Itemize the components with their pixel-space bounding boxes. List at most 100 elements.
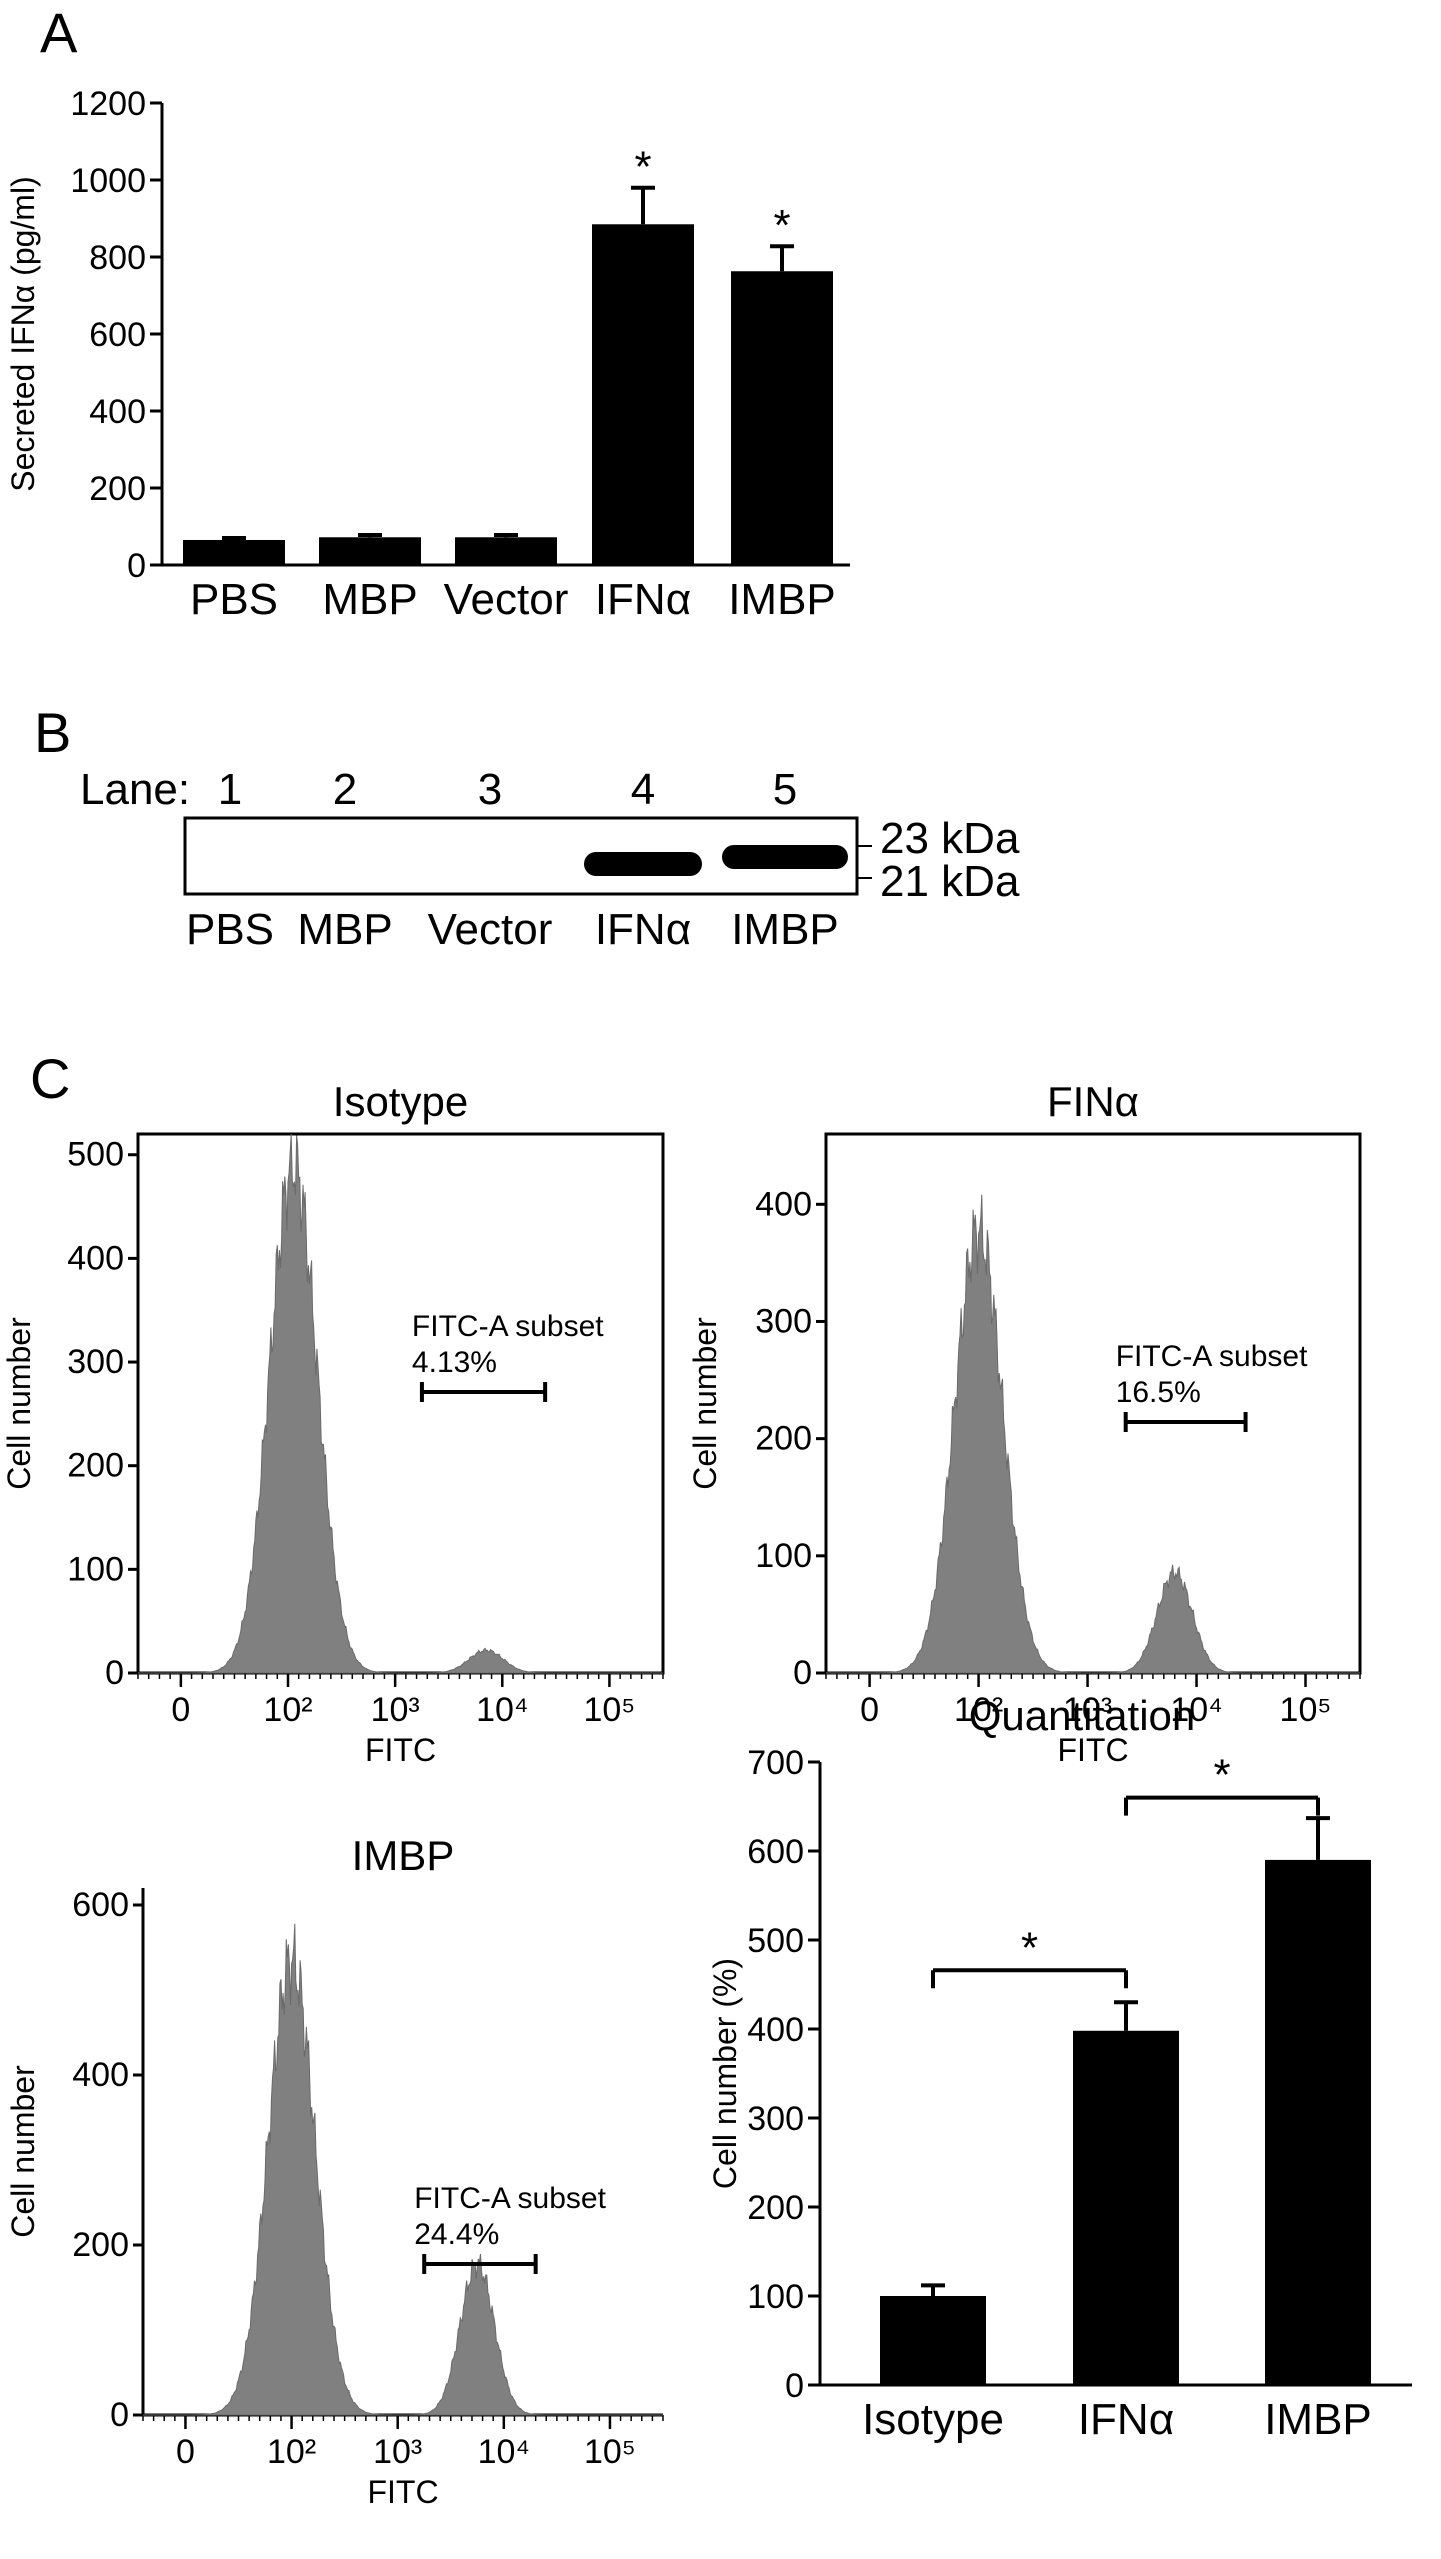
gate-percent: 24.4% — [414, 2218, 499, 2251]
x-axis-label: FITC — [365, 1732, 436, 1768]
y-tick-label: 300 — [67, 1343, 124, 1381]
lane-sample-label: Vector — [428, 905, 553, 954]
y-tick-label: 400 — [89, 393, 146, 431]
y-tick-label: 0 — [785, 2367, 804, 2405]
y-tick-label: 0 — [105, 1654, 124, 1692]
x-tick-label: 10⁴ — [478, 2433, 530, 2471]
western-blot: Lane: 1 PBS 2 MBP 3 Vector 4 IFNα 5 IMBP 23 kDa21 … — [80, 765, 1020, 954]
lane-label: Lane: — [80, 765, 190, 814]
lane-number: 4 — [631, 765, 655, 814]
plot-frame — [136, 1132, 665, 1675]
y-tick-label: 400 — [72, 2056, 129, 2094]
category-label: IMBP — [728, 575, 836, 624]
y-tick-label: 100 — [755, 1537, 812, 1575]
plot-frame — [824, 1132, 1362, 1675]
x-tick-label: 10⁵ — [584, 2433, 636, 2471]
panel-letter-b: B — [34, 701, 71, 764]
x-tick-label: 0 — [860, 1691, 879, 1729]
y-tick-label: 700 — [747, 1744, 804, 1782]
bar — [183, 539, 285, 565]
category-label: PBS — [190, 575, 278, 624]
bar — [455, 537, 557, 565]
y-tick-label: 400 — [67, 1239, 124, 1277]
bar — [1073, 2030, 1179, 2385]
gate-label: FITC-A subset — [1116, 1340, 1308, 1373]
x-tick-label: 10² — [267, 2433, 316, 2471]
x-axis-label: FITC — [1057, 1732, 1128, 1768]
bar — [1265, 1859, 1371, 2385]
protein-band — [722, 845, 848, 869]
finalpha-histogram: FINα 0 100 200 300 400 Cell number 0 10² 10³ 10⁴ 10… — [687, 1078, 1362, 1768]
y-axis-label: Cell number (%) — [707, 1958, 743, 2189]
chart-title: IMBP — [352, 1832, 455, 1879]
significance-star: * — [1021, 1923, 1038, 1972]
y-tick-label: 0 — [110, 2396, 129, 2434]
y-tick-label: 300 — [755, 1302, 812, 1340]
category-label: IFNα — [595, 575, 691, 624]
y-tick-label: 200 — [755, 1420, 812, 1458]
significance-star: * — [1213, 1751, 1230, 1800]
y-tick-label: 1200 — [70, 85, 146, 123]
quantitation-bar-chart: 0 100 200 300 400 500 600 700 Cell number (%) Iso… — [707, 1692, 1412, 2444]
y-tick-label: 600 — [72, 1886, 129, 1924]
significance-star: * — [773, 201, 790, 250]
bar — [880, 2296, 986, 2385]
y-tick-label: 300 — [747, 2100, 804, 2138]
protein-band — [584, 852, 702, 876]
y-axis-label: Cell number — [5, 2065, 41, 2238]
category-label: IMBP — [1264, 2395, 1372, 2444]
x-tick-label: 10³ — [373, 2433, 422, 2471]
chart-title: FINα — [1047, 1078, 1139, 1125]
x-tick-label: 0 — [176, 2433, 195, 2471]
lane-number: 2 — [333, 765, 357, 814]
y-tick-label: 500 — [747, 1922, 804, 1960]
y-tick-label: 0 — [793, 1654, 812, 1692]
y-tick-label: 800 — [89, 239, 146, 277]
y-tick-label: 100 — [67, 1550, 124, 1588]
gate-percent: 4.13% — [412, 1346, 497, 1379]
x-tick-label: 0 — [171, 1691, 190, 1729]
chart-title: Quantitation — [969, 1692, 1196, 1739]
histogram-area — [143, 1923, 663, 2416]
y-tick-label: 200 — [67, 1447, 124, 1485]
x-tick-label: 10² — [954, 1691, 1003, 1729]
bar — [319, 537, 421, 565]
marker-label: 23 kDa — [880, 814, 1020, 863]
gate-percent: 16.5% — [1116, 1376, 1201, 1409]
panel-letter-a: A — [40, 1, 78, 64]
category-label: MBP — [322, 575, 417, 624]
x-tick-label: 10³ — [1063, 1691, 1112, 1729]
x-axis-label: FITC — [367, 2474, 438, 2510]
y-tick-label: 600 — [89, 316, 146, 354]
lane-sample-label: IMBP — [731, 905, 839, 954]
y-axis-label: Cell number — [687, 1317, 723, 1490]
y-tick-label: 500 — [67, 1136, 124, 1174]
y-tick-label: 1000 — [70, 162, 146, 200]
blot-frame — [183, 816, 859, 896]
x-tick-label: 10³ — [371, 1691, 420, 1729]
y-tick-label: 400 — [747, 2011, 804, 2049]
x-tick-label: 10⁴ — [1170, 1691, 1222, 1729]
lane-number: 3 — [478, 765, 502, 814]
lane-number: 5 — [773, 765, 797, 814]
category-label: IFNα — [1078, 2395, 1174, 2444]
lane-number: 1 — [218, 765, 242, 814]
x-tick-label: 10⁴ — [476, 1691, 528, 1729]
significance-star: * — [634, 143, 651, 192]
x-tick-label: 10⁵ — [1280, 1691, 1332, 1729]
marker-label: 21 kDa — [880, 857, 1020, 906]
histogram-area — [138, 1133, 663, 1674]
bar — [731, 271, 833, 565]
panel-letter-c: C — [30, 1047, 70, 1110]
lane-sample-label: IFNα — [595, 905, 691, 954]
category-label: Vector — [444, 575, 569, 624]
x-tick-label: 10⁵ — [583, 1691, 635, 1729]
lane-sample-label: MBP — [297, 905, 392, 954]
bar — [592, 224, 694, 565]
y-tick-label: 200 — [89, 470, 146, 508]
y-tick-label: 600 — [747, 1833, 804, 1871]
secreted-ifn-bar-chart: 0 200 400 600 800 1000 1200 Secreted IFNα (pg/m… — [5, 85, 850, 624]
imbp-histogram: IMBP 0 200 400 600 Cell number 0 10² 10³ 10⁴ 10⁵ FI… — [5, 1832, 664, 2510]
lane-sample-label: PBS — [186, 905, 274, 954]
